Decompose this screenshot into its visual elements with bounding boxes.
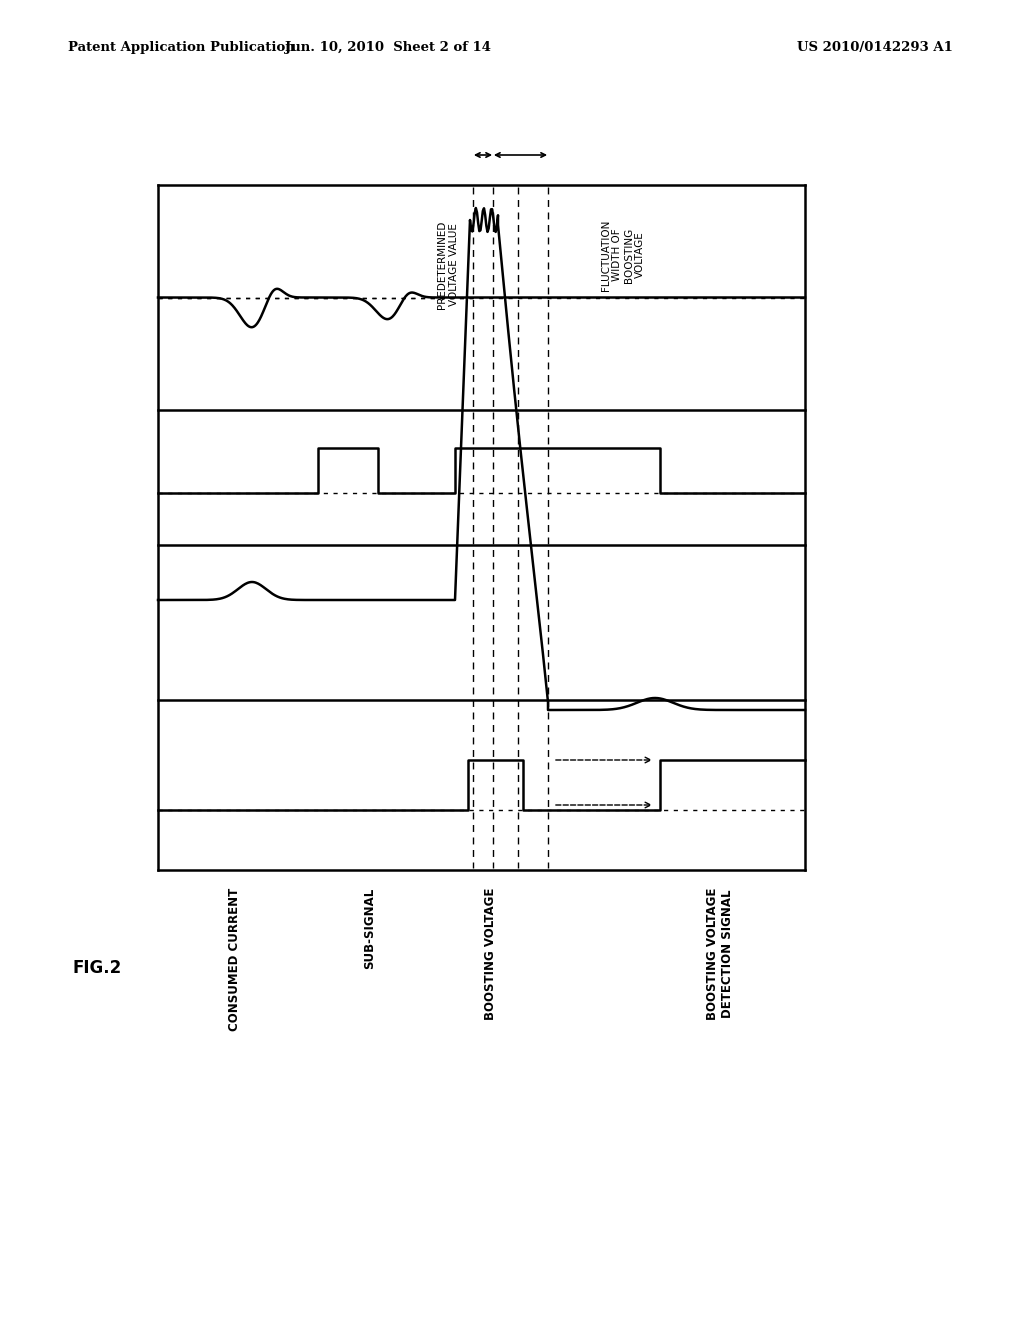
- Text: SUB-SIGNAL: SUB-SIGNAL: [364, 888, 377, 969]
- Text: PREDETERMINED
VOLTAGE VALUE: PREDETERMINED VOLTAGE VALUE: [437, 220, 459, 309]
- Text: FLUCTUATION
WIDTH OF
BOOSTING
VOLTAGE: FLUCTUATION WIDTH OF BOOSTING VOLTAGE: [601, 219, 645, 290]
- Text: FIG.2: FIG.2: [72, 960, 121, 977]
- Text: BOOSTING VOLTAGE: BOOSTING VOLTAGE: [483, 888, 497, 1020]
- Text: Patent Application Publication: Patent Application Publication: [68, 41, 295, 54]
- Text: Jun. 10, 2010  Sheet 2 of 14: Jun. 10, 2010 Sheet 2 of 14: [285, 41, 490, 54]
- Text: BOOSTING VOLTAGE
DETECTION SIGNAL: BOOSTING VOLTAGE DETECTION SIGNAL: [706, 888, 734, 1020]
- Text: CONSUMED CURRENT: CONSUMED CURRENT: [228, 888, 242, 1031]
- Text: US 2010/0142293 A1: US 2010/0142293 A1: [797, 41, 953, 54]
